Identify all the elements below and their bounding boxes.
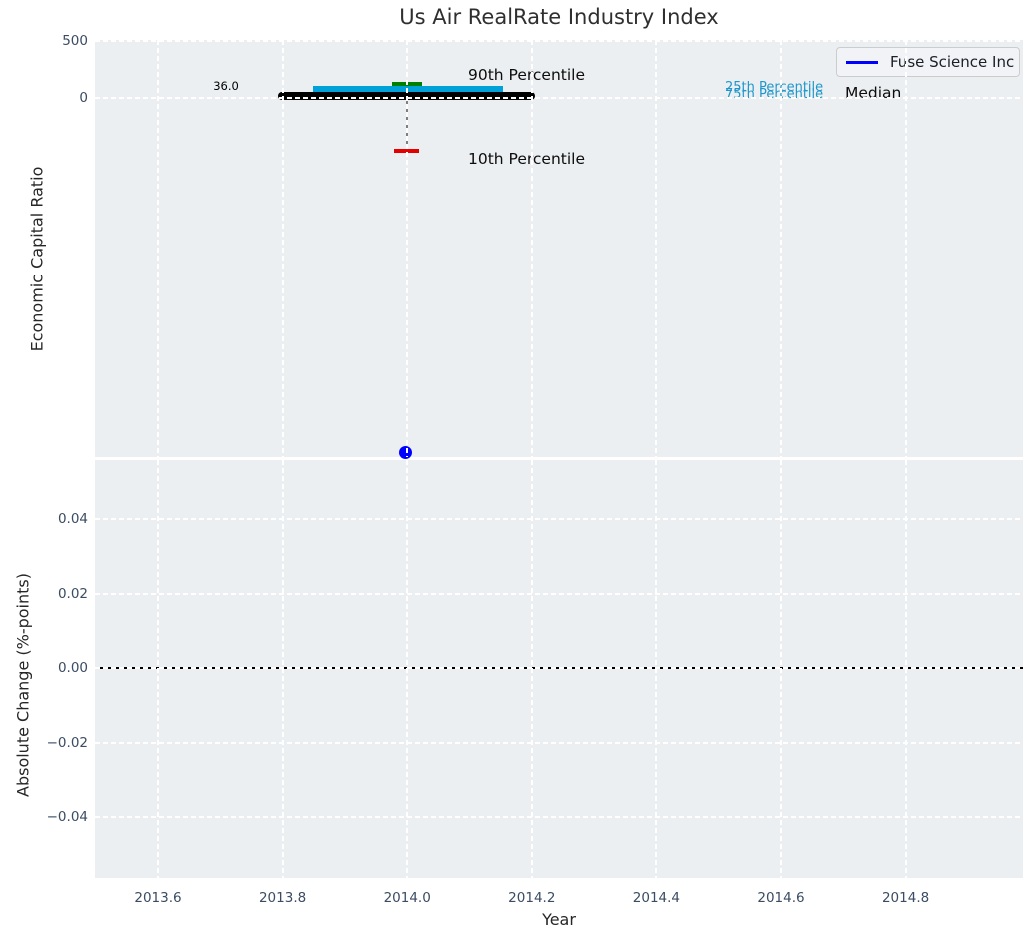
gridline-vertical [406, 460, 409, 878]
gridline-vertical [157, 40, 159, 457]
y-axis-label-top: Economic Capital Ratio [27, 166, 47, 352]
gridline-vertical [904, 40, 907, 457]
gridline-vertical [655, 460, 658, 878]
y-tick-label: 500 [62, 33, 88, 49]
gridline-vertical [530, 460, 533, 878]
y-tick-label: 0.00 [57, 660, 88, 676]
x-tick-label: 2014.8 [881, 890, 930, 906]
top-plot-panel [95, 40, 1023, 457]
y-tick-label: 0 [79, 90, 88, 106]
legend-line-sample [846, 60, 878, 64]
percentile-25-label: 25th Percentile [725, 80, 824, 95]
gridline-horizontal [95, 741, 1023, 744]
gridline-horizontal [95, 592, 1023, 595]
y-tick-label: 0.02 [57, 585, 88, 602]
percentile-75-label: 75th Percentile [725, 87, 824, 102]
company-data-point [399, 446, 412, 459]
gridline-vertical [904, 460, 907, 878]
gridline-horizontal [95, 40, 1023, 42]
x-tick-label: 2014.2 [508, 890, 556, 906]
chart-title: Us Air RealRate Industry Index [399, 5, 719, 29]
legend-label: Fuse Science Inc [890, 53, 1015, 71]
gridline-horizontal [95, 816, 1023, 818]
gridline-vertical [281, 40, 284, 457]
x-tick-label: 2014.4 [632, 890, 681, 906]
percentile-10-label: 10th Percentile [468, 150, 586, 168]
gridline-horizontal [95, 97, 1023, 99]
y-axis-label-bottom: Absolute Change (%-points) [13, 573, 33, 797]
legend: Fuse Science Inc [836, 47, 1020, 77]
y-tick-label: 0.04 [57, 511, 88, 527]
y-tick-label: −0.02 [46, 734, 88, 751]
gridline-vertical [655, 40, 658, 457]
median-label: Median [845, 84, 902, 102]
percentile-90-label: 90th Percentile [468, 66, 586, 84]
x-tick-label: 2013.6 [134, 890, 182, 906]
x-axis-label: Year [542, 910, 576, 929]
gridline-horizontal [95, 518, 1023, 520]
gridline-vertical [406, 40, 409, 457]
gridline-vertical [530, 40, 533, 457]
x-tick-label: 2014.6 [757, 890, 805, 906]
gridline-horizontal [95, 667, 1023, 669]
gridline-vertical [780, 40, 782, 457]
x-tick-label: 2014.0 [383, 890, 431, 906]
gridline-vertical [157, 460, 159, 878]
y-tick-label: −0.04 [46, 809, 88, 825]
median-value-label: 36.0 [213, 79, 239, 93]
bottom-plot-panel [95, 460, 1023, 878]
gridline-vertical [281, 460, 284, 878]
gridline-vertical [780, 460, 782, 878]
x-tick-label: 2013.8 [258, 890, 307, 906]
